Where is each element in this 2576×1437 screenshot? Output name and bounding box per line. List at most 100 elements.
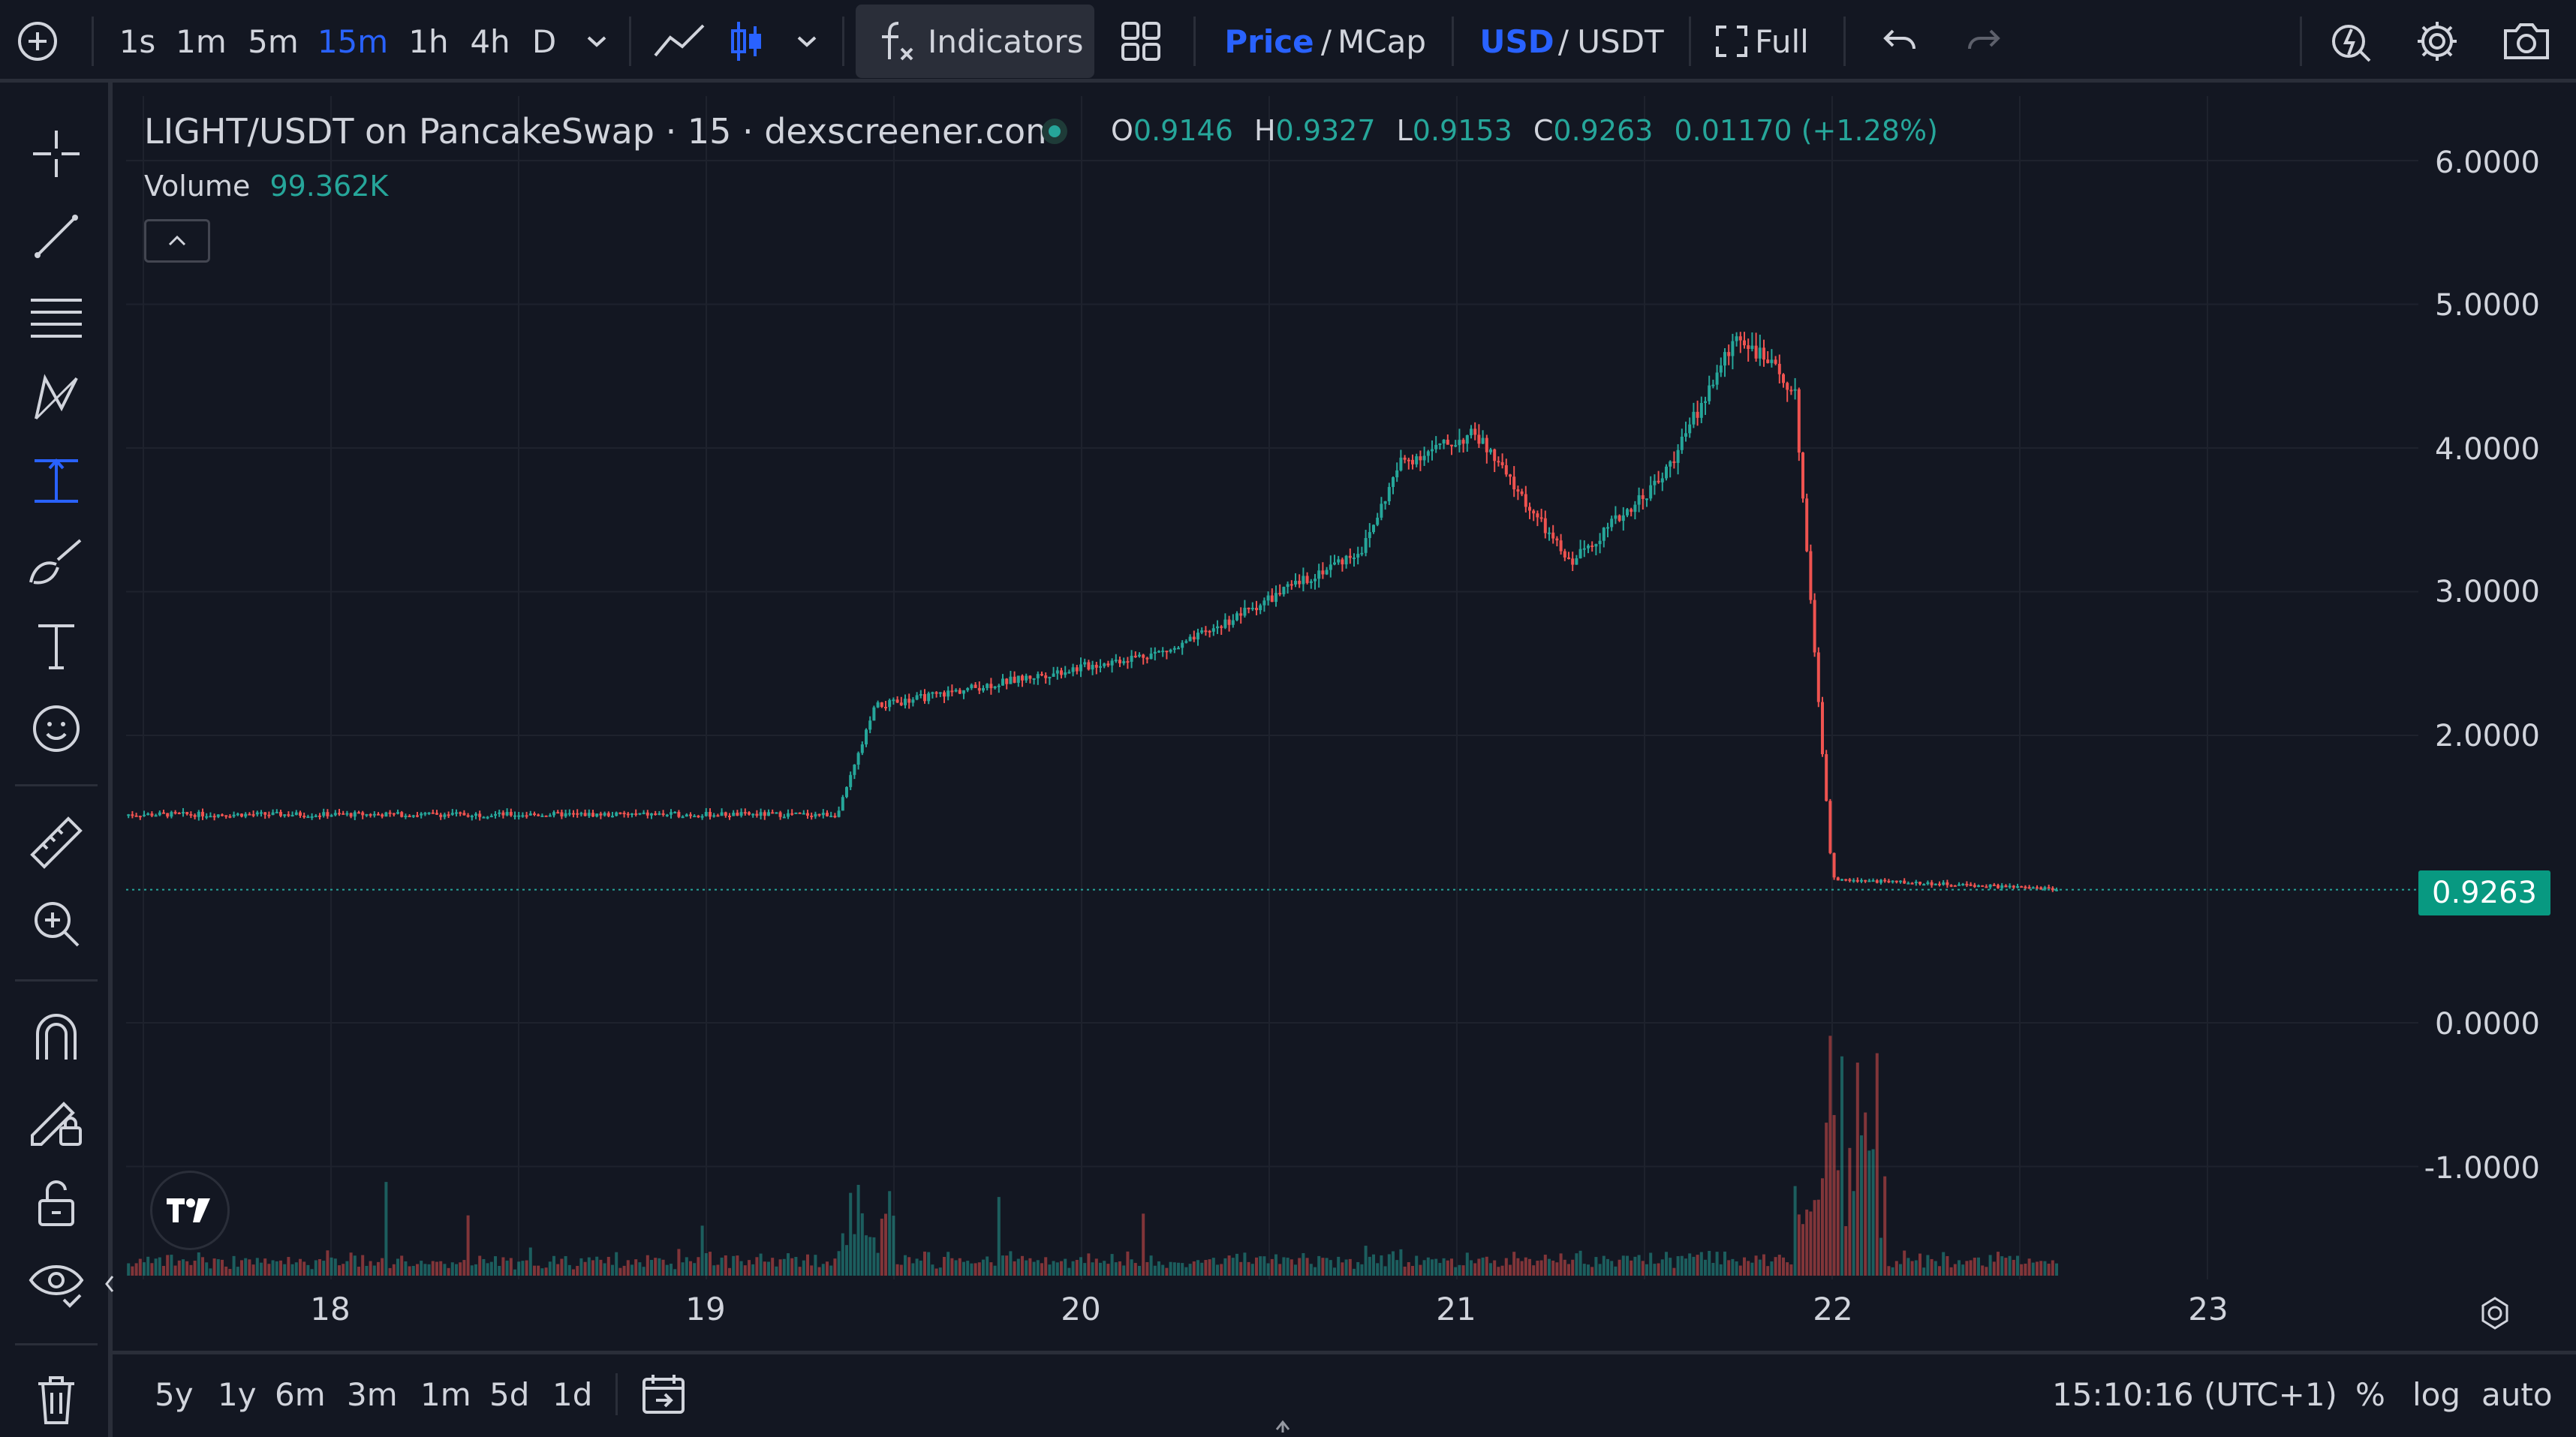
range-1m[interactable]: 1m	[420, 1375, 471, 1413]
candle-body	[802, 813, 805, 815]
indicators-button[interactable]	[856, 5, 1094, 78]
collapse-legend-button[interactable]	[144, 219, 210, 263]
zoom-in-icon[interactable]	[23, 890, 90, 957]
volume-bar	[1543, 1255, 1547, 1276]
tradingview-logo[interactable]	[150, 1171, 230, 1250]
candle-body	[1969, 884, 1973, 886]
price-toggle[interactable]: Price	[1224, 23, 1314, 60]
candles-chart-icon[interactable]	[721, 0, 773, 83]
camera-snapshot-icon[interactable]	[2496, 0, 2556, 83]
fib-retracement-icon[interactable]	[23, 284, 90, 351]
fullscreen-label[interactable]: Full	[1755, 23, 1809, 60]
range-6m[interactable]: 6m	[275, 1375, 326, 1413]
alert-icon[interactable]	[2325, 0, 2378, 83]
interval-1m[interactable]: 1m	[176, 23, 227, 60]
range-3m[interactable]: 3m	[347, 1375, 398, 1413]
interval-1s[interactable]: 1s	[119, 23, 156, 60]
volume-bar	[1688, 1253, 1692, 1276]
volume-bar	[1903, 1250, 1906, 1276]
volume-bar	[525, 1260, 528, 1276]
candle-body	[474, 813, 477, 816]
candle-body	[1380, 504, 1383, 518]
candle-body	[700, 816, 704, 818]
candle-body	[1958, 884, 1961, 886]
eye-visibility-icon[interactable]	[23, 1250, 90, 1318]
settings-gear-icon[interactable]	[2411, 0, 2463, 83]
usdt-toggle[interactable]: USDT	[1577, 23, 1664, 60]
undo-icon[interactable]	[1873, 0, 1926, 83]
interval-1h[interactable]: 1h	[408, 23, 449, 60]
volume-bar	[771, 1258, 775, 1276]
candle-body	[290, 815, 294, 817]
interval-dropdown-icon[interactable]	[578, 0, 615, 83]
axis-settings-icon[interactable]	[2474, 1292, 2516, 1334]
volume-bar	[591, 1260, 594, 1276]
unlock-icon[interactable]	[23, 1169, 90, 1237]
emoji-icon[interactable]	[23, 695, 90, 762]
trend-line-icon[interactable]	[23, 203, 90, 270]
volume-bar	[1731, 1258, 1735, 1276]
interval-4h[interactable]: 4h	[470, 23, 510, 60]
candle-body	[1149, 653, 1153, 660]
interval-15m[interactable]: 15m	[317, 23, 389, 60]
candle-body	[212, 816, 216, 818]
candle-body	[1766, 359, 1770, 363]
volume-bar	[1844, 1226, 1848, 1276]
volume-bar	[162, 1265, 165, 1276]
candle-body	[1376, 517, 1380, 525]
log-scale-toggle[interactable]: log	[2412, 1375, 2461, 1413]
volume-bar	[384, 1182, 388, 1276]
volume-bar	[1539, 1260, 1543, 1276]
ruler-icon[interactable]	[23, 809, 90, 876]
fullscreen-icon[interactable]	[1711, 0, 1752, 83]
volume-bar	[1309, 1264, 1313, 1276]
crosshair-icon[interactable]	[23, 120, 90, 188]
clock-time[interactable]: 15:10:16 (UTC+1)	[2052, 1375, 2337, 1413]
measure-range-icon[interactable]	[23, 447, 90, 515]
volume-bar	[931, 1264, 934, 1276]
range-5y[interactable]: 5y	[155, 1375, 194, 1413]
add-symbol-icon[interactable]	[8, 0, 68, 83]
volume-bar	[556, 1264, 560, 1276]
volume-bar	[1021, 1255, 1024, 1276]
auto-scale-toggle[interactable]: auto	[2481, 1375, 2553, 1413]
candle-body	[299, 812, 302, 816]
candle-body	[353, 812, 357, 817]
lock-drawing-icon[interactable]	[23, 1087, 90, 1154]
low-value: 0.9153	[1412, 114, 1512, 147]
trash-icon[interactable]	[23, 1366, 90, 1433]
volume-bar	[1918, 1253, 1921, 1276]
pattern-tool-icon[interactable]	[23, 365, 90, 432]
layout-grid-icon[interactable]	[1111, 0, 1171, 83]
candle-body	[977, 687, 981, 691]
interval-d[interactable]: D	[531, 23, 557, 60]
line-chart-icon[interactable]	[646, 0, 713, 83]
volume-bar	[236, 1267, 239, 1276]
range-1d[interactable]: 1d	[552, 1375, 593, 1413]
brush-icon[interactable]	[23, 530, 90, 597]
candle-body	[1711, 384, 1715, 386]
range-1y[interactable]: 1y	[218, 1375, 257, 1413]
magnet-icon[interactable]	[23, 1004, 90, 1072]
go-to-date-icon[interactable]	[641, 1364, 686, 1424]
price-chart[interactable]	[126, 96, 2576, 1279]
top-toolbar: 1s 1m 5m 15m 1h 4h D Indicators Price / …	[0, 0, 2576, 83]
volume-bar	[244, 1258, 248, 1276]
volume-bar	[1255, 1257, 1258, 1276]
percent-scale-toggle[interactable]: %	[2355, 1375, 2385, 1413]
chart-type-dropdown-icon[interactable]	[788, 0, 826, 83]
candle-body	[1239, 613, 1243, 616]
interval-5m[interactable]: 5m	[248, 23, 299, 60]
usd-toggle[interactable]: USD	[1479, 23, 1554, 60]
text-tool-icon[interactable]	[23, 612, 90, 680]
volume-bar	[224, 1266, 228, 1276]
volume-bar	[974, 1263, 977, 1276]
y-tick: 3.0000	[2435, 575, 2540, 609]
mcap-toggle[interactable]: MCap	[1338, 23, 1426, 60]
candle-body	[1985, 886, 1988, 888]
scroll-up-arrow-icon[interactable]	[1271, 1417, 1294, 1435]
volume-bar	[2012, 1259, 2015, 1276]
collapse-toolbar-icon[interactable]	[101, 1258, 119, 1310]
range-5d[interactable]: 5d	[489, 1375, 530, 1413]
candle-body	[1411, 459, 1414, 464]
